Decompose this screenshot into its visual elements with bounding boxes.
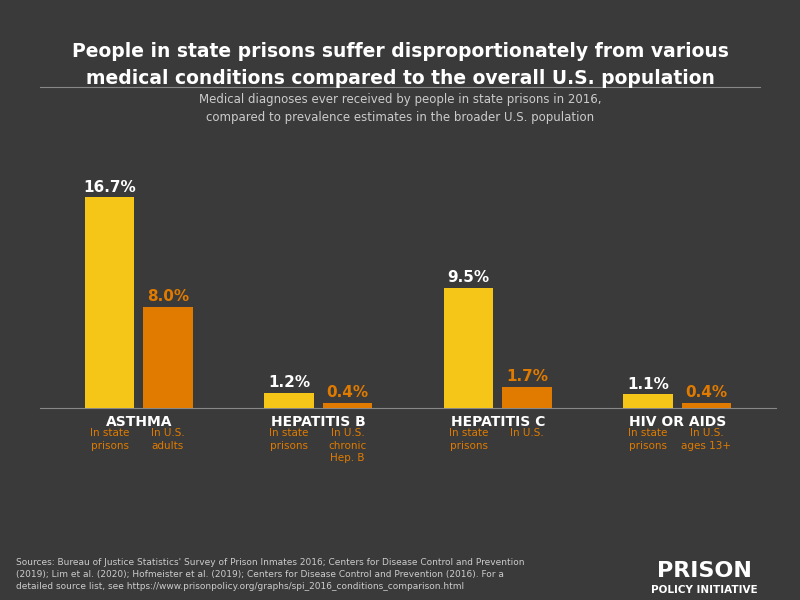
Text: In U.S.: In U.S. [510, 428, 544, 439]
Text: 0.4%: 0.4% [686, 385, 727, 400]
Text: People in state prisons suffer disproportionately from various: People in state prisons suffer dispropor… [71, 42, 729, 61]
Bar [143, 307, 193, 408]
Text: HIV OR AIDS: HIV OR AIDS [629, 415, 726, 429]
Text: In state
prisons: In state prisons [629, 428, 668, 451]
Text: 1.7%: 1.7% [506, 369, 548, 384]
Text: HEPATITIS C: HEPATITIS C [450, 415, 545, 429]
Text: HEPATITIS B: HEPATITIS B [271, 415, 366, 429]
Text: 9.5%: 9.5% [447, 271, 490, 286]
Text: 1.2%: 1.2% [268, 376, 310, 391]
Bar [85, 197, 134, 408]
Text: POLICY INITIATIVE: POLICY INITIATIVE [650, 585, 758, 595]
Text: In state
prisons: In state prisons [449, 428, 488, 451]
Bar [264, 393, 314, 408]
Text: medical conditions compared to the overall U.S. population: medical conditions compared to the overa… [86, 69, 714, 88]
Bar [322, 403, 372, 408]
Text: In state
prisons: In state prisons [90, 428, 130, 451]
Text: In state
prisons: In state prisons [270, 428, 309, 451]
Text: In U.S.
chronic
Hep. B: In U.S. chronic Hep. B [328, 428, 366, 463]
Bar [623, 394, 673, 408]
Text: ASTHMA: ASTHMA [106, 415, 172, 429]
Text: Sources: Bureau of Justice Statistics' Survey of Prison Inmates 2016; Centers fo: Sources: Bureau of Justice Statistics' S… [16, 558, 525, 590]
Text: In U.S.
adults: In U.S. adults [151, 428, 185, 451]
Text: 1.1%: 1.1% [627, 377, 669, 392]
Bar [502, 386, 552, 408]
Text: In U.S.
ages 13+: In U.S. ages 13+ [682, 428, 731, 451]
Bar [444, 288, 494, 408]
Bar [682, 403, 731, 408]
Text: Medical diagnoses ever received by people in state prisons in 2016,
compared to : Medical diagnoses ever received by peopl… [198, 93, 602, 124]
Text: 0.4%: 0.4% [326, 385, 369, 400]
Text: 16.7%: 16.7% [83, 179, 136, 194]
Text: PRISON: PRISON [657, 561, 751, 581]
Text: 8.0%: 8.0% [147, 289, 189, 304]
